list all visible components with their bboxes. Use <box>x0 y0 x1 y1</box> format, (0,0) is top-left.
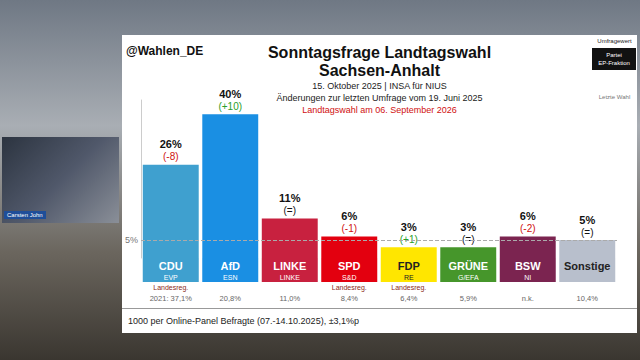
svg-text:BSW: BSW <box>515 260 541 272</box>
html-text:Umfragewert: Umfragewert <box>597 38 632 44</box>
svg-text:(=): (=) <box>581 227 594 238</box>
svg-text:S&D: S&D <box>342 274 356 281</box>
svg-text:15. Oktober 2025 | INSA für NI: 15. Oktober 2025 | INSA für NIUS <box>312 81 446 91</box>
svg-text:Sachsen-Anhalt: Sachsen-Anhalt <box>319 62 441 79</box>
svg-text:FDP: FDP <box>398 260 420 272</box>
svg-text:6%: 6% <box>520 210 536 222</box>
svg-text:5%: 5% <box>579 214 595 226</box>
html-text:Carsten John: Carsten John <box>7 212 43 218</box>
svg-text:(-1): (-1) <box>341 223 357 234</box>
svg-text:Änderungen zur letzten Umfrage: Änderungen zur letzten Umfrage vom 19. J… <box>276 93 482 103</box>
svg-text:(=): (=) <box>462 234 475 245</box>
svg-text:3%: 3% <box>460 221 476 233</box>
svg-text:Landesreg.: Landesreg. <box>153 284 188 292</box>
html-text:@Wahlen_DE: @Wahlen_DE <box>126 44 204 58</box>
html-text:EP-Fraktion: EP-Fraktion <box>598 60 630 66</box>
svg-text:(+1): (+1) <box>400 234 418 245</box>
svg-text:11,0%: 11,0% <box>279 294 300 303</box>
svg-text:RE: RE <box>404 274 414 281</box>
svg-text:26%: 26% <box>160 138 182 150</box>
svg-text:Landesreg.: Landesreg. <box>391 284 426 292</box>
svg-text:Sonntagsfrage Landtagswahl: Sonntagsfrage Landtagswahl <box>268 44 491 61</box>
svg-text:11%: 11% <box>279 192 301 204</box>
svg-text:Landtagswahl am 06. September: Landtagswahl am 06. September 2026 <box>302 105 457 115</box>
svg-text:Sonstige: Sonstige <box>564 260 610 272</box>
svg-text:G/EFA: G/EFA <box>458 274 479 281</box>
svg-text:5,9%: 5,9% <box>460 294 477 303</box>
svg-text:LINKE: LINKE <box>280 274 301 281</box>
svg-text:6,4%: 6,4% <box>400 294 417 303</box>
svg-text:(-2): (-2) <box>520 223 536 234</box>
svg-text:SPD: SPD <box>338 260 361 272</box>
svg-text:20,8%: 20,8% <box>220 294 242 303</box>
svg-text:(-8): (-8) <box>163 151 179 162</box>
svg-text:AfD: AfD <box>220 260 240 272</box>
svg-text:NI: NI <box>524 274 531 281</box>
svg-text:2021: 37,1%: 2021: 37,1% <box>150 294 192 303</box>
svg-text:n.k.: n.k. <box>522 294 534 303</box>
svg-text:EVP: EVP <box>164 274 178 281</box>
html-text:1000 per Online-Panel Befragte: 1000 per Online-Panel Befragte (07.-14.1… <box>128 316 360 326</box>
svg-text:3%: 3% <box>401 221 417 233</box>
svg-text:10,4%: 10,4% <box>577 294 599 303</box>
svg-text:(+10): (+10) <box>218 101 242 112</box>
svg-text:CDU: CDU <box>159 260 183 272</box>
svg-text:LINKE: LINKE <box>273 260 306 272</box>
svg-text:GRÜNE: GRÜNE <box>448 260 488 272</box>
svg-text:5%: 5% <box>125 235 138 245</box>
svg-text:6%: 6% <box>341 210 357 222</box>
svg-text:Landesreg.: Landesreg. <box>332 284 367 292</box>
svg-text:8,4%: 8,4% <box>341 294 358 303</box>
html-text:Partei: Partei <box>606 52 622 58</box>
svg-text:(=): (=) <box>284 205 297 216</box>
html-text:Letzte Wahl: Letzte Wahl <box>598 94 631 100</box>
svg-text:ESN: ESN <box>223 274 237 281</box>
svg-text:40%: 40% <box>219 88 241 100</box>
